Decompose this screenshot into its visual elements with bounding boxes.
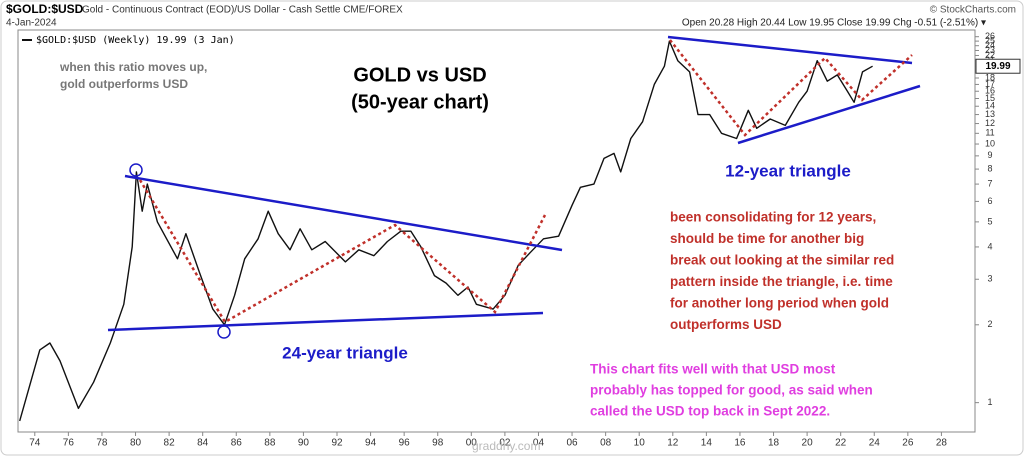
x-tick-label: 82	[164, 438, 176, 449]
x-tick-label: 04	[533, 438, 545, 449]
x-tick-label: 98	[432, 438, 444, 449]
x-tick-label: 28	[936, 438, 948, 449]
x-tick-label: 74	[29, 438, 41, 449]
x-tick-label: 78	[96, 438, 108, 449]
y-tick-label: 10	[985, 138, 995, 148]
y-tick-label: 9	[987, 150, 992, 160]
y-tick-label: 3	[987, 274, 992, 284]
x-tick-label: 84	[197, 438, 209, 449]
last-price: 19.99	[985, 61, 1010, 72]
note-pink: probably has topped for good, as said wh…	[590, 383, 873, 398]
pattern-line	[669, 39, 913, 137]
x-tick-label: 88	[264, 438, 276, 449]
x-tick-label: 08	[600, 438, 612, 449]
x-tick-label: 10	[634, 438, 646, 449]
note-red: should be time for another big	[670, 231, 864, 246]
x-tick-label: 92	[331, 438, 343, 449]
y-tick-label: 7	[987, 178, 992, 188]
y-tick-label: 24	[985, 40, 995, 50]
watermark: graddhy.com	[472, 439, 540, 453]
x-tick-label: 00	[466, 438, 478, 449]
triangle-label: 12-year triangle	[725, 161, 851, 180]
y-tick-label: 17	[985, 79, 995, 89]
trend-line	[107, 311, 544, 332]
note-red: been consolidating for 12 years,	[670, 210, 876, 225]
y-tick-label: 8	[987, 163, 992, 173]
y-tick-label: 1	[987, 397, 992, 407]
note: gold outperforms USD	[60, 77, 188, 91]
y-tick-label: 22	[985, 50, 995, 60]
x-tick-label: 16	[734, 438, 746, 449]
triangle-label: 24-year triangle	[282, 343, 408, 362]
legend-label: $GOLD:$USD (Weekly) 19.99 (3 Jan)	[36, 35, 235, 46]
trend-line	[737, 84, 921, 145]
y-tick-label: 23	[985, 45, 995, 55]
note-red: for another long period when gold	[670, 296, 889, 311]
y-tick-label: 18	[985, 72, 995, 82]
subtitle: Gold - Continuous Contract (EOD)/US Doll…	[82, 5, 403, 16]
y-tick-label: 14	[985, 101, 995, 111]
x-tick-label: 12	[667, 438, 679, 449]
pattern-line	[138, 179, 547, 324]
note: when this ratio moves up,	[59, 60, 207, 74]
note-red: outperforms USD	[670, 317, 782, 332]
y-tick-label: 6	[987, 196, 992, 206]
y-tick-label: 15	[985, 93, 995, 103]
x-tick-label: 02	[499, 438, 511, 449]
note-pink: called the USD top back in Sept 2022.	[590, 404, 830, 419]
x-tick-label: 26	[902, 438, 914, 449]
x-tick-label: 06	[566, 438, 578, 449]
symbol: $GOLD:$USD	[6, 2, 84, 16]
date: 4-Jan-2024	[6, 18, 57, 29]
y-tick-label: 12	[985, 118, 995, 128]
x-tick-label: 86	[231, 438, 243, 449]
y-tick-label: 13	[985, 109, 995, 119]
x-tick-label: 76	[63, 438, 75, 449]
x-tick-label: 94	[365, 438, 377, 449]
headline: (50-year chart)	[351, 91, 489, 113]
y-tick-label: 25	[985, 35, 995, 45]
note-red: pattern inside the triangle, i.e. time	[670, 274, 893, 289]
y-tick-label: 2	[987, 319, 992, 329]
x-tick-label: 22	[835, 438, 847, 449]
y-tick-label: 11	[985, 128, 994, 138]
plot-area	[17, 29, 976, 433]
y-tick-label: 4	[987, 241, 992, 251]
x-tick-label: 20	[802, 438, 814, 449]
x-tick-label: 18	[768, 438, 780, 449]
trend-line	[667, 35, 913, 65]
x-tick-label: 90	[298, 438, 310, 449]
x-tick-label: 96	[399, 438, 411, 449]
x-tick-label: 14	[701, 438, 713, 449]
y-tick-label: 26	[985, 31, 995, 41]
quote: Open 20.28 High 20.44 Low 19.95 Close 19…	[682, 18, 986, 29]
marker-circle	[129, 163, 143, 177]
source: © StockCharts.com	[930, 5, 1016, 16]
note-pink: This chart fits well with that USD most	[590, 362, 836, 377]
x-tick-label: 24	[869, 438, 881, 449]
note-red: break out looking at the similar red	[670, 253, 894, 268]
x-tick-label: 80	[130, 438, 142, 449]
y-tick-label: 16	[985, 86, 995, 96]
annotations	[107, 35, 921, 339]
trend-line	[124, 174, 563, 252]
headline: GOLD vs USD	[353, 64, 486, 86]
marker-circle	[217, 325, 231, 339]
y-tick-label: 5	[987, 216, 992, 226]
last-price-box	[975, 58, 1021, 74]
